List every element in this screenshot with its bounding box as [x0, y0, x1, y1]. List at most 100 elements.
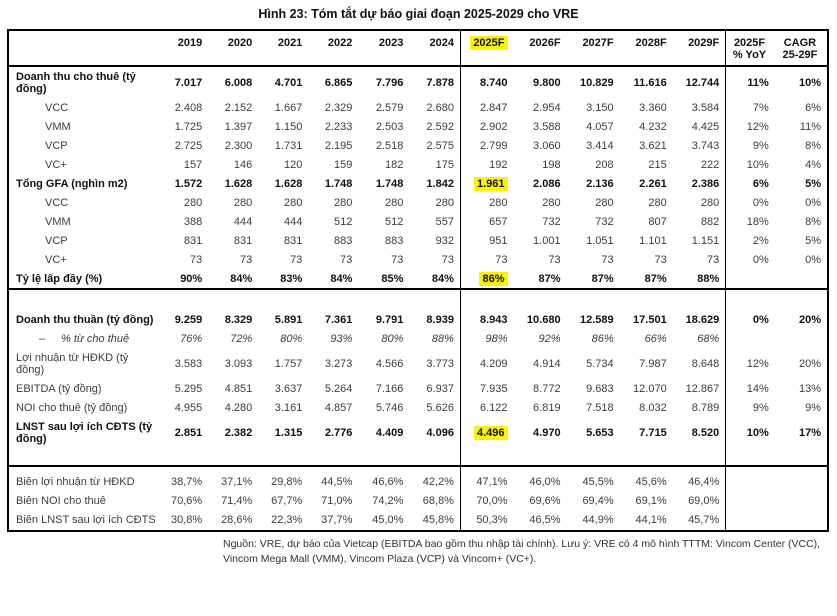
value-cell: 3.360 — [639, 101, 667, 114]
value-cell: 280 — [672, 193, 727, 212]
value-cell: 17% — [774, 417, 828, 467]
value-cell: 5.626 — [409, 398, 461, 418]
row-label: Tỷ lệ lấp đầy (%) — [8, 269, 159, 290]
value-cell: 3.584 — [672, 98, 727, 117]
value-cell: 6.008 — [224, 76, 253, 89]
value-cell: 7.987 — [639, 358, 667, 370]
value-cell: 86% — [460, 269, 514, 290]
value-cell: 71,4% — [221, 495, 253, 507]
value-cell: 4.280 — [224, 402, 253, 414]
value-cell: 932 — [409, 231, 461, 250]
value-cell: 9% — [805, 402, 821, 414]
value-cell: 12% — [746, 358, 769, 370]
value-cell: 807 — [648, 215, 667, 228]
value-cell: 1.572 — [174, 177, 203, 190]
value-cell — [775, 492, 828, 511]
value-cell: 1.150 — [274, 120, 303, 133]
value-cell: 7.715 — [619, 417, 673, 467]
value-cell: 3.637 — [274, 383, 303, 395]
year-header-2028f: 2028F — [619, 30, 673, 67]
value-cell: 29,8% — [271, 476, 303, 488]
value-cell: 5.264 — [324, 383, 353, 395]
value-cell: 512 — [385, 215, 404, 228]
value-cell: 831 — [233, 234, 253, 247]
table-row: Biên lợi nhuận từ HĐKD 38,7% 37,1% 29,8% 44,… — [8, 466, 828, 492]
value-cell: 9.259 — [174, 314, 203, 326]
table-row: VCP 2.725 2.300 1.731 2.195 2.518 2.575 2.799 3.… — [8, 136, 828, 155]
year-header-2019: 2019 — [158, 30, 209, 67]
value-cell: 4.914 — [533, 358, 561, 370]
value-cell: 44,5% — [321, 476, 353, 488]
value-cell: 5.734 — [586, 358, 614, 370]
value-cell: 20% — [798, 358, 821, 370]
value-cell: 68% — [672, 329, 727, 349]
value-cell: 1.667 — [274, 101, 303, 114]
row-label: Lợi nhuận từ HĐKD (tỷ đồng) — [16, 352, 129, 376]
value-cell: 69,1% — [635, 495, 667, 507]
value-cell: 2.329 — [324, 101, 353, 114]
table-row: Biên NOI cho thuê 70,6% 71,4% 67,7% 71,0% 74,… — [8, 491, 828, 511]
value-cell: 7.361 — [324, 314, 353, 326]
row-label: EBITDA (tỷ đồng) — [16, 383, 102, 395]
value-cell: 3.093 — [224, 358, 253, 370]
value-cell: 4.232 — [639, 120, 667, 133]
value-cell: 2.300 — [224, 139, 253, 152]
value-cell: 12.744 — [672, 66, 727, 98]
value-cell: 38,7% — [171, 476, 203, 488]
value-cell: 3.583 — [174, 358, 203, 370]
value-cell: 74,2% — [372, 495, 404, 507]
value-cell — [726, 330, 775, 349]
value-cell: 2.503 — [375, 120, 404, 133]
value-cell: 7.935 — [479, 383, 508, 395]
value-cell: 1.151 — [672, 231, 727, 250]
row-label: VMM — [45, 120, 71, 133]
row-label: Tổng GFA (nghìn m2) — [16, 177, 128, 190]
value-cell: 1.101 — [639, 234, 667, 247]
value-cell: 5.891 — [274, 314, 303, 326]
row-label: VCP — [45, 234, 68, 247]
value-cell: 8.329 — [224, 314, 253, 326]
value-cell: 4.057 — [586, 120, 614, 133]
value-cell: 86% — [591, 333, 614, 345]
value-cell: 4.955 — [174, 402, 203, 414]
value-cell: 73 — [601, 253, 614, 266]
value-cell: 84% — [409, 269, 461, 290]
value-cell: 280 — [334, 196, 353, 209]
figure-title: Hình 23: Tóm tắt dự báo giai đoạn 2025-2… — [258, 7, 579, 21]
value-cell: 7.796 — [375, 76, 404, 89]
value-cell: 88% — [409, 329, 461, 349]
highlight-mark: 1.961 — [473, 176, 508, 191]
row-label: Biên LNST sau lợi ích CĐTS — [16, 514, 156, 526]
value-cell: 10% — [746, 158, 769, 171]
value-cell: 280 — [648, 196, 667, 209]
value-cell: 73 — [654, 253, 667, 266]
highlight-mark: 86% — [479, 271, 508, 286]
value-cell: 11.616 — [633, 76, 667, 89]
value-cell: 45,6% — [635, 476, 667, 488]
value-cell: 5% — [805, 177, 821, 190]
value-cell: 10% — [725, 417, 775, 467]
value-cell: 444 — [233, 215, 253, 228]
value-cell: 1.731 — [274, 139, 303, 152]
value-cell: 0% — [752, 253, 769, 266]
value-cell: 6% — [752, 177, 769, 190]
value-cell: 20% — [798, 314, 821, 326]
value-cell — [774, 269, 828, 290]
corner-cell — [8, 30, 159, 67]
value-cell: 3.743 — [672, 136, 727, 155]
value-cell: 3.150 — [586, 101, 614, 114]
value-cell: 12.070 — [633, 383, 667, 395]
row-label: VC+ — [45, 158, 67, 171]
value-cell — [726, 511, 775, 531]
value-cell: 12% — [746, 120, 769, 133]
value-cell: 146 — [233, 158, 253, 171]
value-cell: 657 — [489, 215, 508, 228]
value-cell: 70,6% — [171, 495, 203, 507]
value-cell: 30,8% — [171, 514, 203, 526]
table-row: Tổng GFA (nghìn m2) 1.572 1.628 1.628 1.748 1… — [8, 174, 828, 193]
value-cell: 2.799 — [479, 139, 508, 152]
value-cell: 73 — [409, 250, 461, 269]
value-cell: 3.773 — [409, 348, 461, 380]
value-cell: 1.001 — [533, 234, 561, 247]
value-cell: 444 — [283, 215, 303, 228]
